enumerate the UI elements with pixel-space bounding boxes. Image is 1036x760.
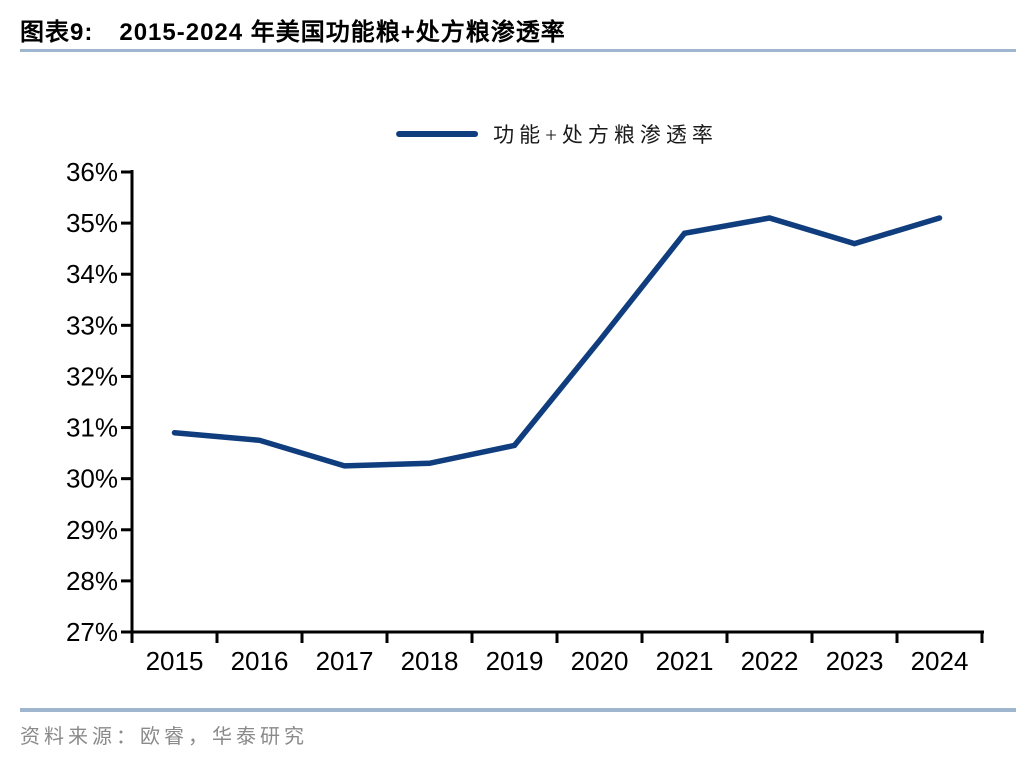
- header-divider-rule: [20, 49, 1016, 52]
- x-axis-tick-label: 2017: [316, 646, 374, 676]
- y-axis-tick-label: 32%: [66, 361, 118, 391]
- x-axis-tick-label: 2024: [911, 646, 969, 676]
- y-axis-tick-label: 28%: [66, 566, 118, 596]
- x-axis-tick-label: 2023: [826, 646, 884, 676]
- legend-series-label: 功能+处方粮渗透率: [493, 123, 718, 147]
- x-axis-tick-label: 2019: [486, 646, 544, 676]
- x-axis-tick-label: 2018: [401, 646, 459, 676]
- figure-number-label: 图表9:: [20, 19, 94, 46]
- footer-divider-rule: [20, 708, 1016, 712]
- y-axis-tick-label: 30%: [66, 464, 118, 494]
- y-axis-tick-label: 33%: [66, 310, 118, 340]
- x-axis-tick-label: 2021: [656, 646, 714, 676]
- chart-legend: 功能+处方粮渗透率: [396, 119, 718, 149]
- figure-title: 2015-2024 年美国功能粮+处方粮渗透率: [119, 19, 566, 46]
- data-source-note: 资料来源：欧睿，华泰研究: [20, 726, 308, 748]
- y-axis-tick-label: 36%: [66, 157, 118, 187]
- x-axis-tick-label: 2022: [741, 646, 799, 676]
- y-axis-tick-label: 35%: [66, 208, 118, 238]
- y-axis-tick-label: 29%: [66, 515, 118, 545]
- y-axis-tick-label: 27%: [66, 617, 118, 647]
- y-axis-tick-label: 31%: [66, 413, 118, 443]
- x-axis-tick-label: 2015: [146, 646, 204, 676]
- figure-header: 图表9: 2015-2024 年美国功能粮+处方粮渗透率: [20, 12, 566, 47]
- y-axis-tick-label: 34%: [66, 259, 118, 289]
- legend-line-swatch: [396, 131, 479, 137]
- chart-axes: [130, 170, 984, 634]
- x-axis-tick-label: 2016: [231, 646, 289, 676]
- line-chart-plot: 27% 28% 29% 30% 31% 32% 33% 34% 35% 36% 2015 2016 20…: [66, 157, 984, 676]
- x-axis-tick-label: 2020: [571, 646, 629, 676]
- series-line-功能+处方粮渗透率: [171, 215, 943, 469]
